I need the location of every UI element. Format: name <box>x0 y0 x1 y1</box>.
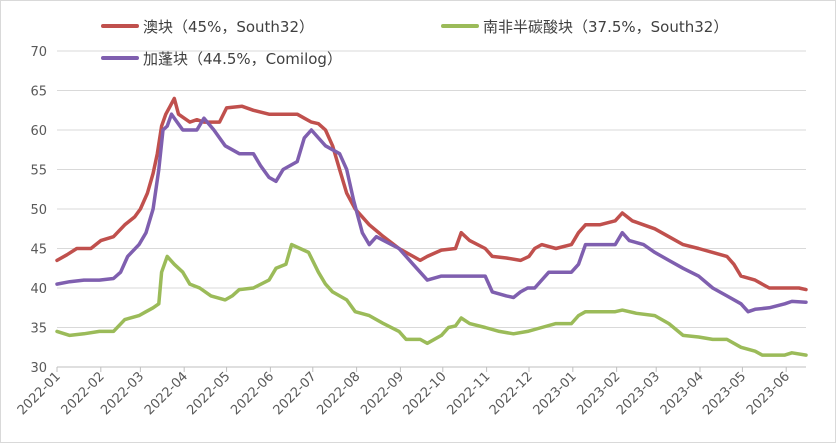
legend-item-3: 加蓬块（44.5%，Comilog） <box>101 50 342 68</box>
legend-label: 加蓬块（44.5%，Comilog） <box>143 50 342 68</box>
legend-item-2: 南非半碳酸块（37.5%，South32） <box>441 18 728 36</box>
y-tick-label: 30 <box>30 361 47 376</box>
y-tick-label: 40 <box>30 282 47 297</box>
y-tick-label: 65 <box>30 85 47 100</box>
series-lines <box>55 96 808 357</box>
y-tick-label: 50 <box>30 203 47 218</box>
y-tick-label: 60 <box>30 124 47 139</box>
y-tick-label: 35 <box>30 322 47 337</box>
series-line-3 <box>55 112 808 314</box>
series-line-2 <box>55 242 808 357</box>
legend-label: 澳块（45%，South32） <box>143 18 314 36</box>
y-tick-label: 70 <box>30 45 47 60</box>
series-line-1 <box>55 96 808 292</box>
legend: 澳块（45%，South32） 南非半碳酸块（37.5%，South32） 加蓬块（… <box>101 18 728 68</box>
legend-label: 南非半碳酸块（37.5%，South32） <box>483 18 728 36</box>
legend-item-1: 澳块（45%，South32） <box>101 18 314 36</box>
y-tick-label: 45 <box>30 243 47 258</box>
y-tick-label: 55 <box>30 164 47 179</box>
